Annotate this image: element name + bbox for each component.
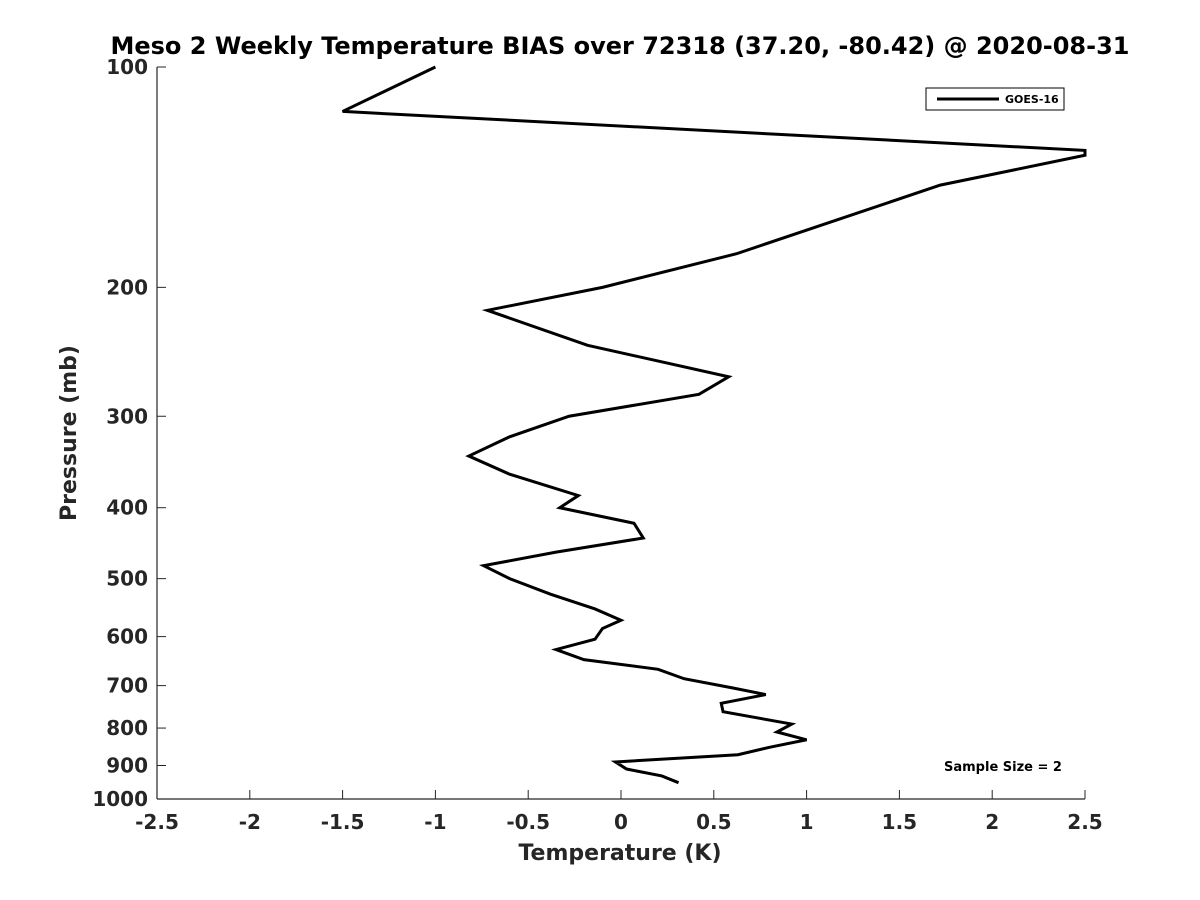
x-tick-label: -1.5	[321, 810, 365, 834]
y-tick-label: 300	[106, 404, 148, 428]
chart-title: Meso 2 Weekly Temperature BIAS over 7231…	[110, 32, 1129, 60]
legend: GOES-16	[925, 87, 1065, 111]
axes	[156, 67, 1085, 800]
x-axis-label: Temperature (K)	[518, 841, 721, 866]
x-axis-ticks: -2.5 -2 -1.5 -1 -0.5 0 0.5 1 1.5 2 2.5	[135, 790, 1103, 834]
sample-size-annotation: Sample Size = 2	[944, 760, 1062, 775]
x-tick-label: -0.5	[506, 810, 550, 834]
legend-label-goes-16: GOES-16	[1005, 93, 1059, 106]
y-tick-label: 200	[106, 275, 148, 299]
x-tick-label: 0	[614, 810, 628, 834]
series-line-goes-16	[341, 65, 1087, 785]
y-axis-ticks: 100 200 300 400 500 600 700 800 900 1000	[92, 55, 166, 811]
x-tick-label: 1.5	[882, 810, 917, 834]
y-axis-label: Pressure (mb)	[57, 345, 82, 521]
x-tick-label: 2.5	[1067, 810, 1102, 834]
x-tick-label: 2	[985, 810, 999, 834]
x-tick-label: -2	[239, 810, 261, 834]
y-tick-label: 700	[106, 674, 148, 698]
y-tick-label: 600	[106, 625, 148, 649]
x-tick-label: -1	[424, 810, 446, 834]
y-tick-label: 400	[106, 496, 148, 520]
x-tick-label: 1	[800, 810, 814, 834]
x-tick-label: 0.5	[696, 810, 731, 834]
series-layer	[341, 65, 1087, 785]
y-tick-label: 100	[106, 55, 148, 79]
y-tick-label: 500	[106, 567, 148, 591]
y-tick-label: 1000	[92, 787, 148, 811]
x-tick-label: -2.5	[135, 810, 179, 834]
y-tick-label: 800	[106, 716, 148, 740]
y-tick-label: 900	[106, 754, 148, 778]
